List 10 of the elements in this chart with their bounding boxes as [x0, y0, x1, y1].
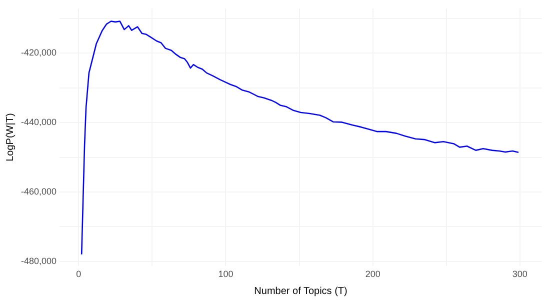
y-tick-label: -480,000: [21, 256, 57, 266]
y-tick-label: -440,000: [21, 117, 57, 128]
x-tick-label: 300: [512, 269, 528, 280]
y-tick-label: -460,000: [21, 186, 57, 196]
x-tick-label: 200: [365, 269, 380, 280]
y-tick-label: -420,000: [21, 48, 57, 58]
x-tick-label: 100: [218, 269, 234, 280]
x-tick-label: 0: [76, 269, 82, 280]
x-axis-title: Number of Topics (T): [254, 286, 348, 297]
y-axis-title: LogP(W|T): [4, 113, 16, 162]
